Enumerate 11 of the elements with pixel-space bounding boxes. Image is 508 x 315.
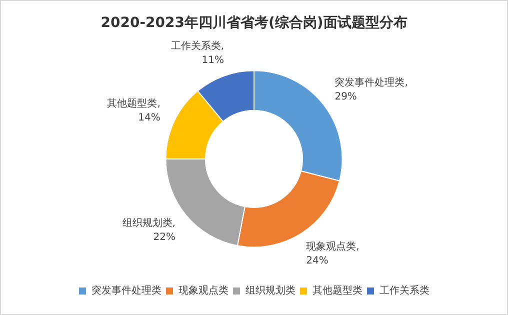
data-label: 其他题型类, 14% xyxy=(107,98,160,124)
legend-label: 组织规划类 xyxy=(246,284,296,297)
legend-label: 突发事件处理类 xyxy=(92,284,162,297)
chart-title: 2020-2023年四川省省考(综合岗)面试题型分布 xyxy=(100,14,408,32)
legend-label: 现象观点类 xyxy=(178,284,228,297)
data-label: 现象观点类, 24% xyxy=(306,240,360,266)
data-label: 组织规划类, 22% xyxy=(122,217,176,244)
legend-label: 其他题型类 xyxy=(312,284,362,297)
legend-label: 工作关系类 xyxy=(380,284,430,297)
data-label: 工作关系类, 11% xyxy=(170,40,224,66)
data-label: 突发事件处理类, 29% xyxy=(334,76,408,103)
